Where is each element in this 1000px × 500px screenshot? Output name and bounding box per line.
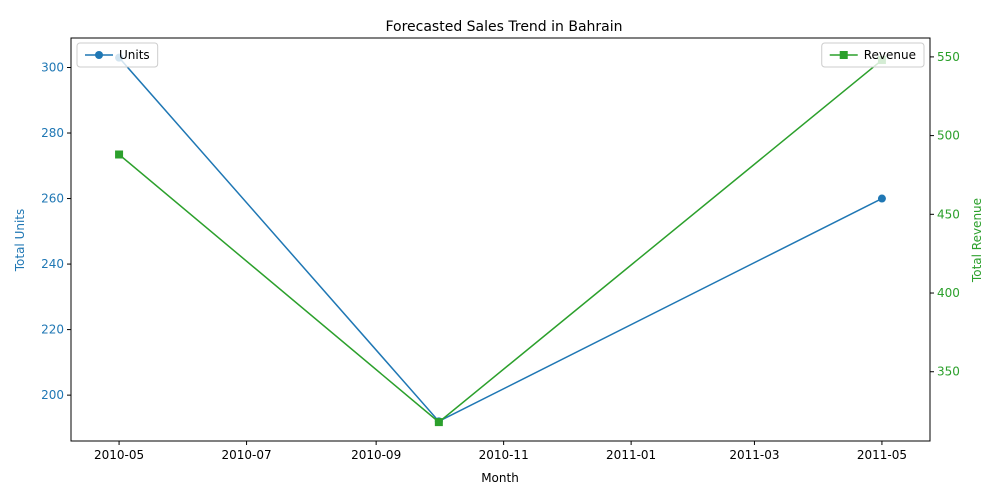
units-data-point bbox=[877, 194, 886, 203]
right-y-tick-label: 450 bbox=[937, 207, 960, 221]
x-tick-label: 2010-11 bbox=[479, 448, 529, 462]
left-y-tick-label: 260 bbox=[41, 192, 64, 206]
revenue-legend-box bbox=[821, 42, 925, 68]
right-y-tick-label: 400 bbox=[937, 286, 960, 300]
left-y-tick-label: 280 bbox=[41, 126, 64, 140]
chart-title: Forecasted Sales Trend in Bahrain bbox=[385, 19, 622, 35]
units-legend-label: Units bbox=[119, 48, 150, 62]
right-y-tick-label: 500 bbox=[937, 129, 960, 143]
x-tick-label: 2011-05 bbox=[857, 448, 907, 462]
x-tick-label: 2010-05 bbox=[94, 448, 144, 462]
plot-area bbox=[115, 53, 886, 427]
revenue-series-line bbox=[118, 59, 883, 424]
left-y-tick-label: 240 bbox=[41, 257, 64, 271]
units-legend: Units bbox=[76, 42, 159, 68]
units-legend-marker bbox=[95, 51, 103, 59]
units-legend-box bbox=[76, 42, 159, 68]
x-tick-label: 2010-09 bbox=[351, 448, 401, 462]
left-y-tick-label: 300 bbox=[41, 60, 64, 74]
right-y-tick-label: 550 bbox=[937, 50, 960, 64]
revenue-data-point bbox=[434, 418, 443, 427]
revenue-legend-label: Revenue bbox=[864, 48, 916, 62]
x-tick-label: 2011-03 bbox=[729, 448, 779, 462]
revenue-legend-marker bbox=[839, 51, 848, 59]
left-y-axis-title: Total Units bbox=[13, 209, 27, 273]
revenue-data-point bbox=[115, 150, 124, 159]
left-y-tick-label: 200 bbox=[41, 388, 64, 402]
left-y-tick-label: 220 bbox=[41, 323, 64, 337]
right-y-axis-title: Total Revenue bbox=[970, 198, 984, 283]
right-y-tick-label: 350 bbox=[937, 365, 960, 379]
legends: Units Revenue bbox=[76, 42, 925, 68]
plot-frame bbox=[70, 37, 931, 442]
x-tick-label: 2010-07 bbox=[221, 448, 271, 462]
units-series-line bbox=[118, 57, 883, 423]
x-axis-title: Month bbox=[481, 471, 519, 485]
revenue-legend: Revenue bbox=[821, 42, 925, 68]
x-tick-label: 2011-01 bbox=[606, 448, 656, 462]
axes: 2010-05 2010-07 2010-09 2010-11 2011-01 2011-… bbox=[41, 50, 960, 462]
